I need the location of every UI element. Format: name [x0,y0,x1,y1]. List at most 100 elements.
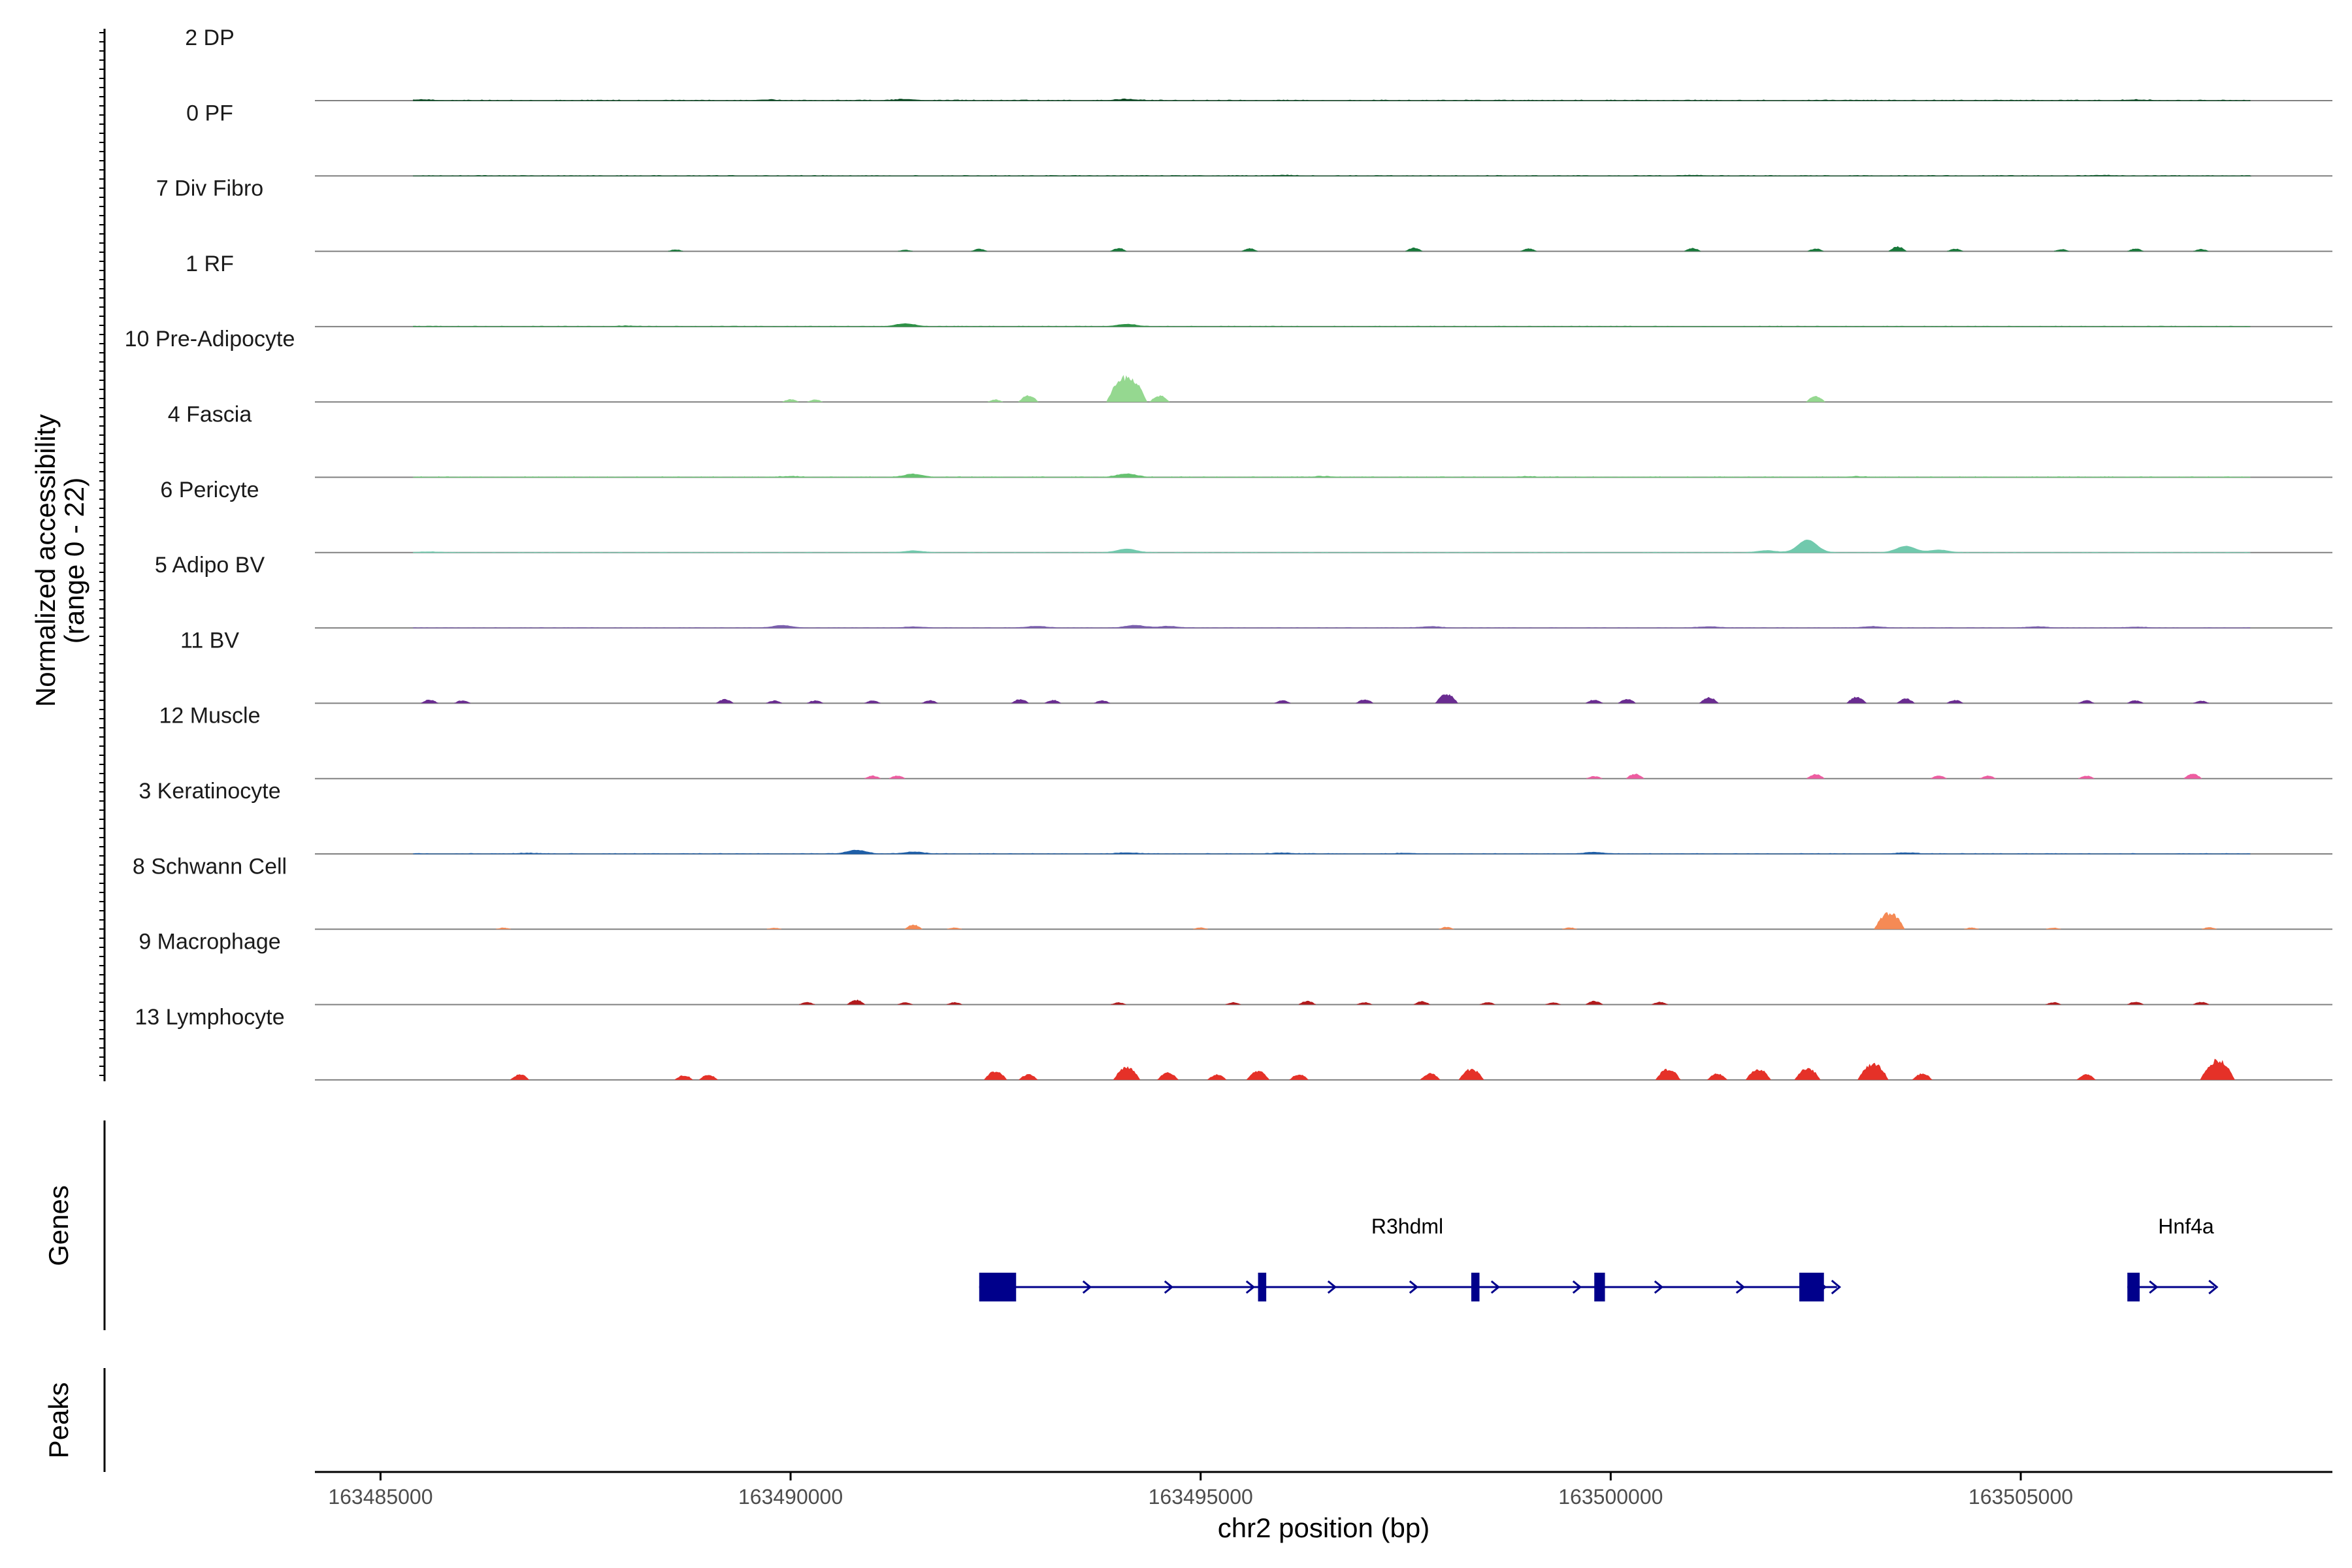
strand-arrow [1164,1280,1174,1294]
coverage-peak [1874,912,1905,930]
coverage-peak [1247,1071,1270,1080]
coverage-peak [1699,696,1719,704]
coverage-peak [1113,1066,1141,1080]
coverage-peak [1807,248,1824,252]
coverage-peak [1912,1073,1933,1080]
track: 12 Muscle [159,704,2332,779]
coverage-peak [2193,249,2209,252]
coverage-peak [807,700,824,704]
strand-arrow [1409,1280,1419,1294]
coverage-peak [1947,248,1963,252]
coverage-peak [2127,248,2144,252]
coverage-peak [782,399,799,402]
coverage-peak [1458,1068,1484,1080]
gene-label: R3hdml [1371,1215,1443,1238]
coverage-peak [1106,375,1147,402]
coverage-peak [1298,1000,1316,1005]
coverage-peak [1225,1002,1241,1005]
track-label: 1 RF [186,252,234,276]
coverage-peak [971,248,987,252]
coverage-peak [421,700,438,704]
coverage-peak [1846,696,1867,704]
coverage-peak [2193,1002,2210,1005]
x-tick-label: 163505000 [1968,1485,2073,1509]
gene-exon [1258,1273,1267,1301]
coverage-peak [898,1002,913,1005]
track-label: 0 PF [186,101,233,125]
track: 13 Lymphocyte [135,1005,2332,1081]
coverage-area [413,625,2251,629]
y-axis-ticks [99,32,105,1076]
coverage-peak [2193,700,2210,704]
coverage-peak [947,927,962,930]
coverage-peak [454,700,471,704]
coverage-peak [1420,1073,1441,1080]
coverage-peak [807,399,823,402]
coverage-peak [1656,1068,1681,1080]
coverage-peak [2202,927,2217,930]
coverage-peak [674,1075,693,1080]
coverage-peak [1888,246,1907,252]
coverage-peak [496,927,512,930]
track: 8 Schwann Cell [133,854,2332,930]
coverage-peak [1149,395,1170,402]
coverage-peak [1857,1062,1889,1080]
strand-arrow [1735,1280,1746,1294]
gene-model: R3hdml [979,1215,1842,1301]
strand-arrow [1245,1280,1256,1294]
coverage-peak [947,1002,963,1005]
coverage-peak [1964,927,1980,930]
track: 11 BV [180,628,2332,704]
x-axis: 163485000 163490000 163495000 163500000 1635… [315,1471,2332,1543]
coverage-peak [1684,248,1701,252]
coverage-peak [1435,694,1458,704]
coverage-peak [1274,700,1291,704]
coverage-area [413,98,2251,101]
peaks-panel: Peaks [43,1368,106,1472]
coverage-peak [1094,700,1111,704]
coverage-peak [1018,395,1039,402]
coverage-peak [921,700,939,704]
coverage-peak [1480,1002,1496,1005]
coverage-peak [1011,699,1029,704]
track-label: 7 Div Fibro [156,176,263,201]
y-axis: Normalized accessibility (range 0 - 22) [30,29,106,1081]
y-axis-title-line2: (range 0 - 22) [59,478,90,644]
coverage-peak [1746,1069,1771,1080]
coverage-peak [1586,1000,1603,1005]
coverage-peak [1439,926,1455,930]
y-axis-title-line1: Normalized accessibility [30,414,61,707]
coverage-peak [1110,248,1127,252]
track: 10 Pre-Adipocyte [125,327,2332,403]
track: 5 Adipo BV [155,553,2332,629]
strand-arrow [2208,1279,2219,1295]
track-label: 13 Lymphocyte [135,1005,284,1030]
track-label: 2 DP [185,25,235,50]
coverage-area [413,539,2251,553]
track: 0 PF [186,101,2332,177]
strand-arrow [1572,1280,1582,1294]
coverage-peak [1618,698,1637,704]
track-label: 10 Pre-Adipocyte [125,327,295,351]
coverage-area [412,174,2252,176]
coverage-peak [1586,700,1603,704]
coverage-peak [1520,248,1537,252]
peaks-panel-title: Peaks [43,1382,74,1459]
track: 3 Keratinocyte [139,779,2332,855]
coverage-peak [1806,396,1825,402]
coverage-peak [889,776,906,779]
coverage-peak [1946,700,1964,704]
coverage-peak [1356,1002,1373,1005]
gene-exon [1799,1273,1824,1301]
coverage-peak [2078,776,2095,779]
coverage-peak [1626,774,1644,779]
strand-arrow [1490,1280,1501,1294]
coverage-peak [904,924,923,930]
coverage-peak [1794,1068,1821,1080]
genes-panel: Genes R3hdml Hnf4a [43,1120,2219,1330]
coverage-peak [1157,1072,1179,1080]
coverage-peak [2200,1058,2235,1080]
coverage-peak [1193,927,1209,930]
coverage-peak [766,928,782,930]
track: 7 Div Fibro [156,176,2332,252]
